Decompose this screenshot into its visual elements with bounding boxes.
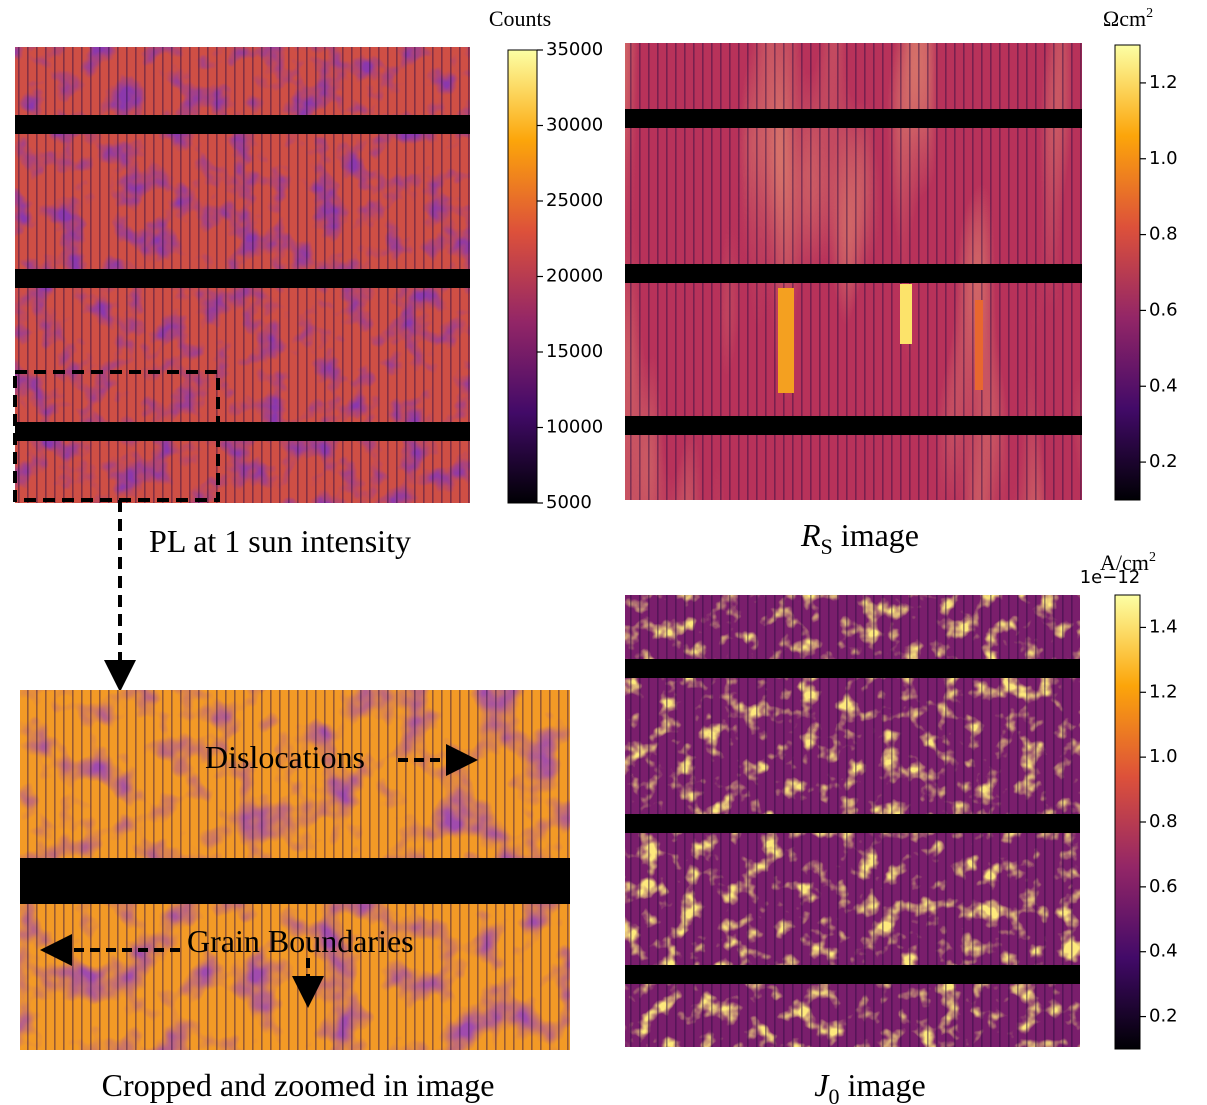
colorbar-tick-label: 1.2 bbox=[1149, 681, 1178, 702]
colorbar-tick-label: 30000 bbox=[546, 115, 603, 136]
colorbar-tick-label: 1.4 bbox=[1149, 616, 1178, 637]
caption: PL at 1 sun intensity bbox=[149, 523, 411, 559]
annotation: Grain Boundaries bbox=[187, 923, 414, 959]
colorbar-tick-label: 0.8 bbox=[1149, 224, 1178, 245]
caption-symbol: R bbox=[800, 517, 821, 553]
colorbar-tick-label: 35000 bbox=[546, 39, 603, 60]
colorbar bbox=[1114, 594, 1141, 1050]
caption-symbol: J bbox=[814, 1067, 830, 1103]
annotation: Dislocations bbox=[205, 739, 365, 775]
caption: RS image bbox=[800, 517, 919, 559]
colorbar-tick-label: 1.2 bbox=[1149, 72, 1178, 93]
colorbar-tick-label: 20000 bbox=[546, 266, 603, 287]
caption: Cropped and zoomed in image bbox=[102, 1067, 495, 1103]
pl-image bbox=[15, 47, 470, 503]
label-text: Ωcm bbox=[1103, 6, 1146, 31]
colorbar-label: Ωcm2 bbox=[1103, 6, 1153, 31]
colorbar bbox=[1114, 44, 1141, 501]
caption-subscript: S bbox=[821, 534, 833, 559]
colorbar bbox=[507, 49, 538, 504]
colorbar-tick-label: 0.4 bbox=[1149, 941, 1178, 962]
caption: J0 image bbox=[814, 1067, 925, 1105]
colorbar-tick-label: 0.4 bbox=[1149, 375, 1178, 396]
colorbar-tick-label: 0.2 bbox=[1149, 1006, 1178, 1027]
colorbar-label: A/cm2 bbox=[1100, 550, 1156, 575]
colorbar-tick-label: 1.0 bbox=[1149, 746, 1178, 767]
caption-text: image bbox=[841, 517, 919, 553]
colorbar-tick-label: 0.6 bbox=[1149, 876, 1178, 897]
colorbar-tick-label: 0.2 bbox=[1149, 451, 1178, 472]
colorbar-label: Counts bbox=[489, 6, 551, 31]
label-superscript: 2 bbox=[1149, 550, 1156, 565]
caption-text: image bbox=[848, 1067, 926, 1103]
offset-text: 1e−12 bbox=[1080, 567, 1141, 588]
label-text: A/cm bbox=[1100, 550, 1149, 575]
colorbar-tick-label: 0.8 bbox=[1149, 811, 1178, 832]
j0-image bbox=[625, 595, 1080, 1047]
colorbar-tick-label: 25000 bbox=[546, 190, 603, 211]
colorbar-tick-label: 0.6 bbox=[1149, 299, 1178, 320]
colorbar-tick-label: 5000 bbox=[546, 492, 592, 513]
colorbar-tick-label: 15000 bbox=[546, 341, 603, 362]
crop-box bbox=[13, 370, 220, 502]
rs-image bbox=[625, 43, 1082, 500]
label-superscript: 2 bbox=[1146, 6, 1153, 21]
colorbar-tick-label: 10000 bbox=[546, 417, 603, 438]
colorbar-tick-label: 1.0 bbox=[1149, 148, 1178, 169]
caption-subscript: 0 bbox=[829, 1084, 840, 1105]
